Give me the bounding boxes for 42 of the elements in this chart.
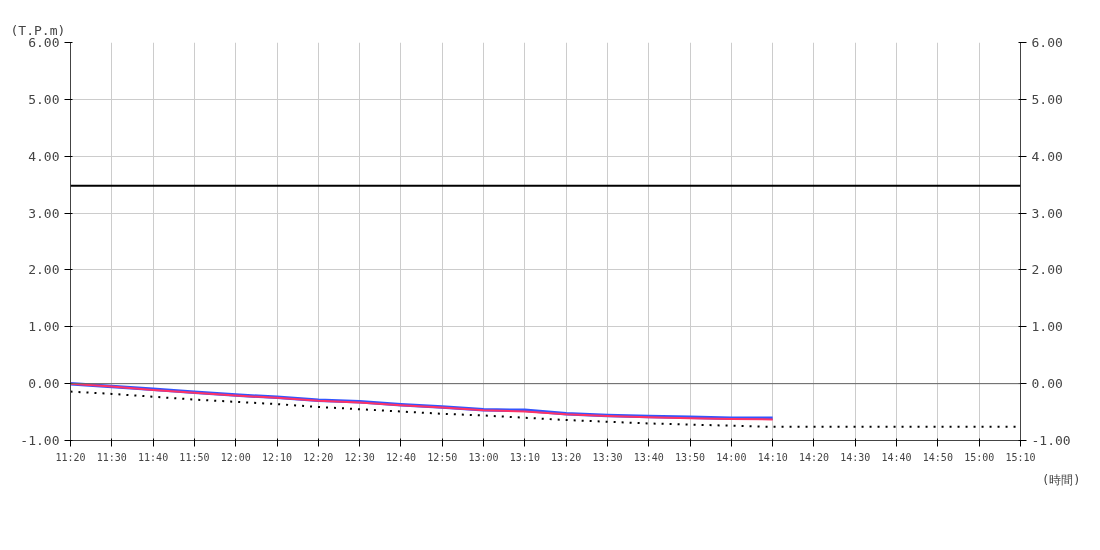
x-tick-label: 14:30 (840, 451, 871, 463)
x-tick-label: 11:30 (96, 451, 127, 463)
y2-tick-label: 0.00 (1031, 376, 1063, 392)
y-tick-label: 0.00 (28, 376, 60, 392)
x-tick-label: 13:10 (509, 451, 540, 463)
x-axis-title: (時間) (1042, 472, 1081, 487)
x-tick-label: 14:40 (881, 451, 912, 463)
x-tick-label: 14:50 (922, 451, 953, 463)
y-axis-title: (T.P.m) (10, 22, 66, 38)
x-tick-label: 13:00 (468, 451, 499, 463)
y2-tick-label: 3.00 (1031, 205, 1063, 221)
x-tick-label: 13:30 (592, 451, 623, 463)
y-tick-label: 3.00 (28, 205, 60, 221)
x-tick-label: 13:40 (633, 451, 664, 463)
x-tick-label: 12:20 (303, 451, 334, 463)
y-tick-label: -1.00 (20, 433, 60, 448)
y2-tick-label: -1.00 (1031, 433, 1071, 448)
y-tick-label: 4.00 (28, 148, 60, 164)
x-tick-label: 12:50 (427, 451, 458, 463)
y2-tick-label: 4.00 (1031, 148, 1063, 164)
x-tick-label: 12:00 (220, 451, 251, 463)
x-tick-label: 14:10 (757, 451, 788, 463)
y2-tick-label: 1.00 (1031, 319, 1063, 335)
y-tick-label: 6.00 (28, 35, 60, 50)
x-tick-label: 15:00 (964, 451, 995, 463)
x-tick-label: 11:50 (179, 451, 210, 463)
x-tick-label: 11:40 (138, 451, 169, 463)
x-tick-label: 14:00 (716, 451, 747, 463)
x-tick-label: 12:10 (261, 451, 293, 463)
y2-tick-label: 6.00 (1031, 35, 1063, 50)
x-tick-label: 13:50 (675, 451, 706, 463)
y-tick-label: 2.00 (28, 262, 60, 278)
x-tick-label: 14:20 (798, 451, 830, 463)
x-tick-label: 12:40 (385, 451, 416, 463)
y-tick-label: 5.00 (28, 91, 60, 107)
x-tick-label: 11:20 (55, 451, 86, 463)
y-tick-label: 1.00 (28, 319, 60, 335)
x-tick-label: 13:20 (551, 451, 582, 463)
y2-tick-label: 5.00 (1031, 91, 1063, 107)
x-tick-label: 12:30 (344, 451, 375, 463)
y2-tick-label: 2.00 (1031, 262, 1063, 278)
x-tick-label: 15:10 (1005, 451, 1036, 463)
